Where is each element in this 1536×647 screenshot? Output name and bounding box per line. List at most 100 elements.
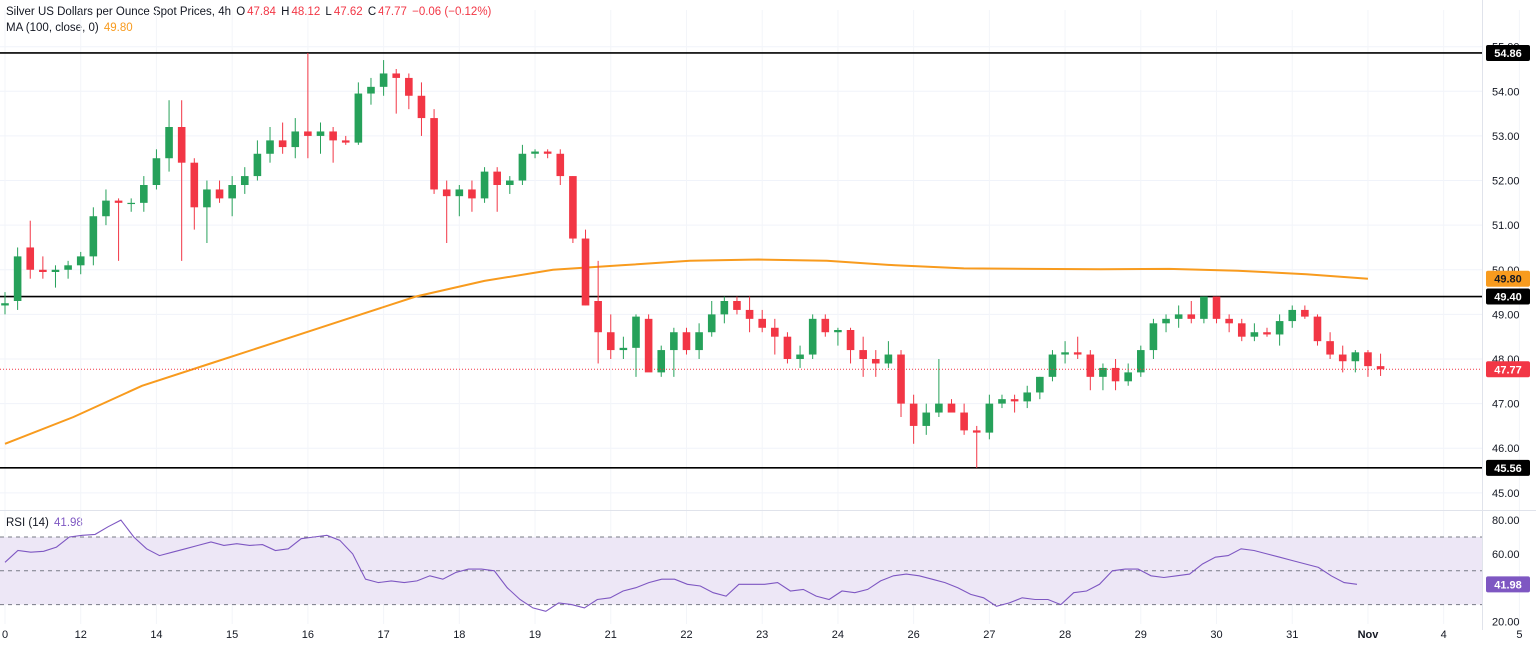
candle-body	[1111, 367, 1120, 382]
candle-body	[796, 354, 804, 359]
price-tick-label: 53.00	[1492, 131, 1520, 143]
candle-body	[316, 131, 325, 136]
candle-body	[1187, 314, 1196, 319]
candle-body	[543, 151, 552, 154]
last-price-tag	[1486, 361, 1530, 378]
price-tick-label: 52.00	[1492, 176, 1520, 188]
candle-body	[506, 180, 514, 185]
candle-body	[985, 403, 994, 433]
candle-body	[960, 412, 968, 431]
candle-body	[1, 303, 9, 306]
candle-body	[127, 202, 135, 205]
high-label: H	[281, 6, 290, 18]
time-tick-label: 22	[680, 629, 692, 641]
level-tag	[1486, 459, 1530, 476]
candle-body	[998, 399, 1006, 404]
candlestick-series	[1, 52, 1385, 468]
candle-body	[1149, 323, 1158, 351]
rsi-tick-label: 60.00	[1492, 549, 1520, 561]
candle-body	[1263, 332, 1271, 335]
candle-body	[1237, 323, 1246, 337]
time-tick-label: 19	[529, 629, 541, 641]
ma-value: 49.80	[103, 22, 133, 34]
time-tick-label: Nov	[1358, 629, 1380, 641]
candle-body	[758, 318, 766, 328]
candle-body	[405, 77, 413, 96]
candle-body	[329, 131, 337, 141]
candle-body	[922, 412, 931, 426]
time-tick-label: 28	[1059, 629, 1071, 641]
time-tick-label: 31	[1286, 629, 1298, 641]
candle-body	[947, 403, 956, 413]
time-tick-label: 16	[302, 629, 314, 641]
candle-body	[417, 95, 426, 119]
candle-body	[594, 301, 602, 333]
candle-body	[1301, 309, 1309, 317]
candle-body	[291, 131, 300, 148]
candle-body	[745, 309, 754, 319]
candle-body	[13, 256, 22, 301]
candle-body	[1200, 296, 1208, 319]
candle-body	[733, 301, 741, 310]
low-label: L	[325, 6, 332, 18]
chart-legend: Silver US Dollars per Ounce Spot Prices,…	[6, 6, 493, 18]
candle-body	[1036, 376, 1044, 393]
candle-body	[1124, 372, 1132, 382]
candle-body	[64, 265, 72, 270]
candle-body	[1376, 366, 1385, 370]
candle-body	[114, 200, 123, 203]
candle-body	[341, 140, 350, 143]
ma-line	[4, 258, 1369, 445]
level-tag	[1486, 44, 1530, 61]
candle-body	[1010, 399, 1019, 402]
candle-body	[177, 127, 186, 163]
rsi-tick-label: 80.00	[1492, 515, 1520, 527]
candle-body	[253, 153, 262, 177]
rsi-line	[4, 519, 1358, 612]
time-tick-label: 18	[453, 629, 465, 641]
time-axis: 0 12 14 15 16 17 18 19 21 22 23 24 26 27 28 29 30 31 Nov 4 5…	[2, 629, 1523, 641]
candle-body	[228, 185, 236, 199]
price-tick-label: 46.00	[1492, 443, 1520, 455]
time-tick-label: 26	[908, 629, 920, 641]
candle-body	[619, 347, 628, 351]
level-tag-label: 49.40	[1494, 292, 1522, 304]
moving-average-layer	[4, 258, 1369, 445]
candle-body	[152, 158, 161, 185]
candle-body	[392, 73, 401, 78]
candle-body	[278, 140, 287, 148]
high-value: 48.12	[291, 6, 321, 18]
ma-legend: MA (100, close, 0) 49.80	[6, 22, 135, 34]
candle-body	[695, 332, 703, 351]
candle-body	[379, 73, 388, 87]
rsi-panel	[0, 519, 1482, 612]
candle-body	[480, 171, 489, 199]
candle-body	[884, 354, 893, 364]
candle-body	[493, 171, 501, 185]
level-tag-label: 54.86	[1494, 48, 1522, 60]
candle-body	[846, 330, 855, 351]
ma-tag-label: 49.80	[1494, 274, 1522, 286]
candle-body	[102, 200, 110, 217]
rsi-value-tag	[1486, 576, 1530, 593]
candle-body	[821, 318, 830, 333]
ma-label: MA (100, close, 0)	[6, 22, 99, 34]
time-tick-label: 23	[756, 629, 768, 641]
candle-body	[354, 93, 363, 143]
candle-body	[455, 189, 464, 197]
support-resistance-lines	[0, 52, 1482, 469]
time-tick-label: 24	[832, 629, 844, 641]
rsi-tick-label: 20.00	[1492, 616, 1520, 628]
candle-body	[531, 151, 539, 154]
candle-body	[165, 127, 173, 159]
candle-body	[1174, 314, 1183, 319]
candle-body	[430, 118, 438, 190]
close-value: 47.77	[378, 6, 407, 18]
time-tick-label: 30	[1210, 629, 1222, 641]
candle-body	[581, 238, 590, 306]
time-tick-label: 17	[377, 629, 389, 641]
candle-body	[367, 86, 375, 94]
price-axis: 45.0046.0047.0048.0049.0050.0051.0052.00…	[1486, 42, 1530, 500]
candle-body	[682, 332, 691, 351]
